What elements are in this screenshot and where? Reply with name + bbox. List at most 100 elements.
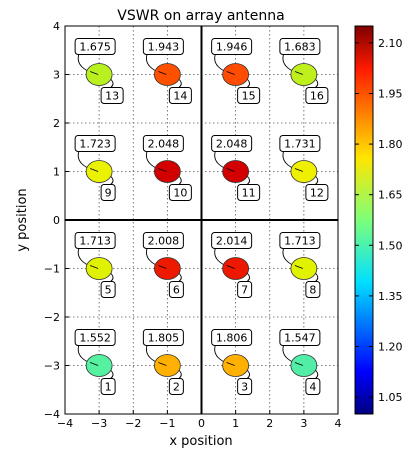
vswr-marker xyxy=(290,354,318,377)
y-tick-label: 3 xyxy=(53,69,60,82)
antenna-element: 1.713 8 xyxy=(279,232,321,298)
marker-arrow xyxy=(158,168,167,172)
colorbar-tick-label: 1.80 xyxy=(378,138,403,151)
marker-arrow xyxy=(89,265,99,269)
colorbar-tick-label: 2.10 xyxy=(378,37,403,50)
antenna-element: 1.683 16 xyxy=(279,38,329,104)
element-id-box xyxy=(237,281,253,298)
colorbar-tick-label: 1.35 xyxy=(378,290,403,303)
vswr-value-label: 1.552 xyxy=(79,332,111,345)
vswr-value-label: 1.713 xyxy=(79,235,111,248)
marker-arrow xyxy=(89,362,99,366)
vswr-marker xyxy=(85,160,113,183)
colorbar-tick-label: 1.50 xyxy=(378,239,403,252)
element-id-box xyxy=(100,378,116,395)
antenna-element: 1.713 5 xyxy=(74,232,116,298)
value-label-box xyxy=(279,329,321,346)
element-id-label: 16 xyxy=(310,90,324,103)
colorbar xyxy=(354,25,374,415)
element-id-box xyxy=(305,184,329,201)
x-tick-label: −2 xyxy=(125,417,141,430)
value-label-box xyxy=(74,232,116,249)
value-label-box xyxy=(74,38,116,55)
vswr-marker xyxy=(153,354,181,377)
marker-arrow xyxy=(226,71,235,75)
element-id-label: 5 xyxy=(105,284,112,297)
antenna-element: 1.723 9 xyxy=(74,135,116,201)
element-id-label: 4 xyxy=(309,381,316,394)
vswr-marker xyxy=(153,63,181,86)
element-id-label: 9 xyxy=(105,187,112,200)
element-id-label: 8 xyxy=(309,284,316,297)
colorbar-tick-label: 1.05 xyxy=(378,391,403,404)
vswr-marker xyxy=(290,160,318,183)
value-label-box xyxy=(211,38,253,55)
value-label-box xyxy=(74,135,116,152)
element-id-box xyxy=(168,87,192,104)
element-id-box xyxy=(237,378,253,395)
value-label-box xyxy=(211,135,253,152)
antenna-element: 1.943 14 xyxy=(142,38,192,104)
marker-arrow xyxy=(226,362,235,366)
y-tick-label: −3 xyxy=(44,360,60,373)
x-tick-label: −1 xyxy=(159,417,175,430)
vswr-value-label: 1.713 xyxy=(284,235,316,248)
colorbar-tick-label: 1.65 xyxy=(378,189,403,202)
element-id-box xyxy=(237,184,261,201)
x-tick-label: 3 xyxy=(300,417,307,430)
marker-arrow xyxy=(226,168,235,172)
vswr-marker xyxy=(222,257,250,280)
element-id-box xyxy=(168,378,184,395)
vswr-value-label: 1.946 xyxy=(216,41,248,54)
element-id-box xyxy=(100,184,116,201)
element-id-box xyxy=(237,87,261,104)
y-tick-label: 4 xyxy=(53,20,60,33)
antenna-element: 1.675 13 xyxy=(74,38,124,104)
element-id-label: 12 xyxy=(310,187,324,200)
marker-arrow xyxy=(294,362,304,366)
element-id-label: 14 xyxy=(173,90,187,103)
y-tick-label: −4 xyxy=(44,408,60,421)
marker-arrow xyxy=(89,168,99,172)
x-tick-label: 2 xyxy=(266,417,273,430)
element-id-label: 3 xyxy=(241,381,248,394)
x-tick-label: −4 xyxy=(57,417,73,430)
antenna-element: 1.805 2 xyxy=(142,329,184,395)
element-id-box xyxy=(168,184,192,201)
marker-arrow xyxy=(158,265,167,269)
vswr-value-label: 1.806 xyxy=(216,332,248,345)
vswr-value-label: 1.723 xyxy=(79,138,111,151)
x-tick-label: −3 xyxy=(91,417,107,430)
element-id-label: 2 xyxy=(173,381,180,394)
antenna-element: 2.014 7 xyxy=(211,232,253,298)
vswr-value-label: 1.805 xyxy=(148,332,180,345)
antenna-element: 1.547 4 xyxy=(279,329,321,395)
y-tick-label: −1 xyxy=(44,263,60,276)
element-id-box xyxy=(305,378,321,395)
y-axis-label: y position xyxy=(15,188,30,251)
value-label-box xyxy=(279,38,321,55)
marker-arrow xyxy=(89,71,99,75)
element-id-label: 13 xyxy=(105,90,119,103)
marker-arrow xyxy=(226,265,235,269)
vswr-value-label: 1.675 xyxy=(79,41,111,54)
vswr-marker xyxy=(85,354,113,377)
value-label-box xyxy=(142,38,184,55)
antenna-element: 1.946 15 xyxy=(211,38,261,104)
value-label-box xyxy=(142,232,184,249)
y-tick-labels: −4 −3 −2 −1 0 1 2 3 4 xyxy=(44,20,69,421)
vswr-value-label: 2.048 xyxy=(216,138,248,151)
antenna-elements: 1.552 1 1.805 2 1.806 3 1.547 4 1.713 5 2.008 6 2.01… xyxy=(74,38,329,395)
colorbar-tick-label: 1.95 xyxy=(378,87,403,100)
value-label-box xyxy=(74,329,116,346)
marker-arrow xyxy=(294,265,304,269)
marker-arrow xyxy=(294,71,304,75)
value-label-box xyxy=(279,232,321,249)
vswr-marker xyxy=(153,257,181,280)
chart-title: VSWR on array antenna xyxy=(117,8,284,24)
x-tick-label: 0 xyxy=(198,417,205,430)
vswr-value-label: 2.048 xyxy=(148,138,180,151)
antenna-element: 1.806 3 xyxy=(211,329,253,395)
vswr-marker xyxy=(222,354,250,377)
vswr-value-label: 1.943 xyxy=(148,41,180,54)
